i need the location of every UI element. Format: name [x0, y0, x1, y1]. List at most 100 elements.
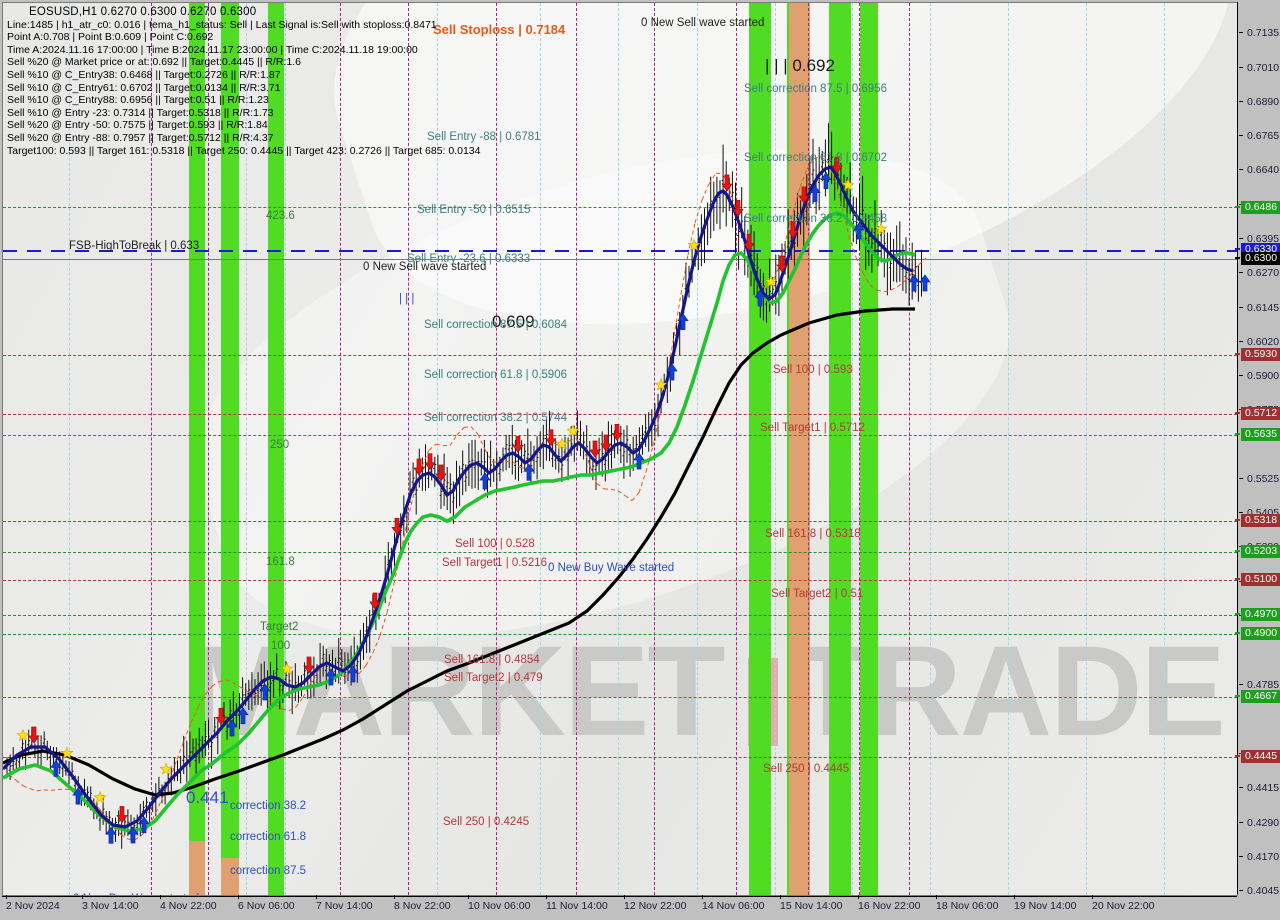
- price-tick-label: 0.4415: [1247, 782, 1280, 794]
- minor-time-gridline: [1008, 3, 1009, 895]
- price-level-badge[interactable]: 0.5635: [1235, 428, 1280, 441]
- sell-marker: [28, 726, 40, 744]
- price-tick: 0.6765: [1238, 130, 1280, 143]
- price-level-badge[interactable]: 0.5203: [1235, 545, 1280, 558]
- price-tick: 0.4415: [1238, 782, 1280, 795]
- major-time-gridline: [576, 3, 577, 895]
- price-level-badge[interactable]: 0.6486: [1235, 201, 1280, 214]
- buy-marker: [809, 185, 821, 203]
- chart-plot-area[interactable]: MARKET TRADE Sell Stoploss | 0.7184 0 New…: [2, 2, 1238, 896]
- price-tick: 0.5525: [1238, 473, 1280, 486]
- price-level-tick: [1235, 695, 1240, 697]
- price-tick-label: 0.6890: [1247, 96, 1280, 108]
- annotation-sell-corr-382-mid: Sell correction 38.2 | 0.5744: [424, 412, 567, 424]
- annotation-correction-875: correction 87.5: [230, 865, 307, 877]
- price-level-badge[interactable]: 0.5930: [1235, 348, 1280, 361]
- annotation-new-buy-wave-bottom: 0 New Buy Wave started: [73, 893, 199, 895]
- time-tick: 2 Nov 2024: [6, 895, 60, 912]
- sell-marker: [215, 707, 227, 725]
- price-tick: 0.6890: [1238, 96, 1280, 109]
- time-tick: 14 Nov 06:00: [702, 895, 764, 912]
- annotation-sell-target2-051: Sell Target2 | 0.51: [771, 588, 864, 600]
- price-level-badge[interactable]: 0.5318: [1235, 514, 1280, 527]
- annotation-sell-corr-618-mid: Sell correction 61.8 | 0.5906: [424, 369, 567, 381]
- sell-marker: [424, 453, 436, 471]
- price-level-badge[interactable]: 0.5712: [1235, 407, 1280, 420]
- buy-marker: [908, 274, 920, 292]
- price-level-tick: [1235, 632, 1240, 634]
- bull-signal-zone: [268, 3, 284, 895]
- minor-time-gridline: [618, 3, 619, 895]
- price-level-badge[interactable]: 0.4445: [1235, 750, 1280, 763]
- buy-marker: [226, 719, 238, 737]
- minor-time-gridline: [930, 3, 931, 895]
- star-marker: [687, 238, 701, 251]
- time-axis[interactable]: 2 Nov 2024 3 Nov 14:00 4 Nov 22:00 6 Nov 06…: [0, 895, 1280, 920]
- price-level-tick: [1235, 257, 1240, 259]
- price-tick-label: 0.7010: [1247, 62, 1280, 74]
- price-level-tick: [1235, 206, 1240, 208]
- price-tick-label: 0.4290: [1247, 817, 1280, 829]
- time-tick: 16 Nov 22:00: [858, 895, 920, 912]
- time-tick: 3 Nov 14:00: [82, 895, 139, 912]
- buy-marker: [919, 274, 931, 292]
- price-tick-label: 0.4170: [1247, 851, 1280, 863]
- time-tick-label: 3 Nov 14:00: [82, 900, 139, 912]
- annotation-fib-target2: Target2: [260, 621, 299, 633]
- sell-marker: [435, 464, 447, 482]
- annotation-sell-target1-5712: Sell Target1 | 0.5712: [760, 422, 866, 434]
- price-level-badge[interactable]: 0.4667: [1235, 690, 1280, 703]
- major-time-gridline: [408, 3, 409, 895]
- annotation-fib-100: 100: [271, 640, 291, 652]
- buy-marker: [105, 826, 117, 844]
- star-marker: [841, 178, 855, 191]
- price-axis[interactable]: 0.71350.70100.68900.67650.66400.65150.63…: [1235, 2, 1280, 911]
- price-level-badge[interactable]: 0.4970: [1235, 608, 1280, 621]
- sell-100-level: [3, 355, 1237, 356]
- price-tick-label: 0.6020: [1247, 336, 1280, 348]
- price-tick: 0.6640: [1238, 164, 1280, 177]
- sell-marker: [391, 517, 403, 535]
- sell-marker: [545, 429, 557, 447]
- price-level-value: 0.5635: [1244, 428, 1278, 440]
- star-marker: [159, 762, 173, 775]
- sell-marker: [787, 221, 799, 239]
- bull-signal-zone: [749, 3, 771, 895]
- price-tick: 0.4290: [1238, 817, 1280, 830]
- fib-level-4900: [3, 634, 1237, 635]
- price-level-badge[interactable]: 0.4900: [1235, 627, 1280, 640]
- minor-time-gridline: [1086, 3, 1087, 895]
- star-marker: [566, 424, 580, 437]
- annotation-new-sell-wave-top: 0 New Sell wave started: [641, 17, 765, 29]
- sell-marker: [116, 806, 128, 824]
- star-marker: [280, 662, 294, 675]
- buy-marker: [633, 452, 645, 470]
- sell-1618-level: [3, 521, 1237, 522]
- price-tick-label: 0.6640: [1247, 164, 1280, 176]
- price-tick: 0.4170: [1238, 851, 1280, 864]
- price-level-badge[interactable]: 0.6300: [1235, 252, 1280, 265]
- annotation-sell-100-528: Sell 100 | 0.528: [455, 538, 535, 550]
- bid-line: [3, 259, 1237, 260]
- star-marker: [555, 437, 569, 450]
- major-time-gridline: [496, 3, 497, 895]
- sell-marker: [512, 435, 524, 453]
- time-tick-label: 4 Nov 22:00: [160, 900, 217, 912]
- price-level-tick: [1235, 755, 1240, 757]
- price-level-value: 0.4900: [1244, 627, 1278, 639]
- annotation-correction-382: correction 38.2: [230, 800, 307, 812]
- minor-time-gridline: [285, 3, 286, 895]
- annotation-sell-corr-382-top: Sell correction 38.2 | 0.6468: [744, 213, 887, 225]
- sell-250-level: [3, 757, 1237, 758]
- major-time-gridline: [909, 3, 910, 895]
- major-time-gridline: [736, 3, 737, 895]
- time-tick-label: 11 Nov 14:00: [546, 900, 608, 912]
- star-marker: [764, 274, 778, 288]
- annotation-sell-entry-88: Sell Entry -88 | 0.6781: [427, 131, 541, 143]
- time-tick-label: 6 Nov 06:00: [238, 900, 295, 912]
- sell-marker: [721, 174, 733, 192]
- price-level-badge[interactable]: 0.5100: [1235, 573, 1280, 586]
- major-time-gridline: [808, 3, 809, 895]
- time-tick: 10 Nov 06:00: [468, 895, 530, 912]
- time-tick: 20 Nov 22:00: [1092, 895, 1154, 912]
